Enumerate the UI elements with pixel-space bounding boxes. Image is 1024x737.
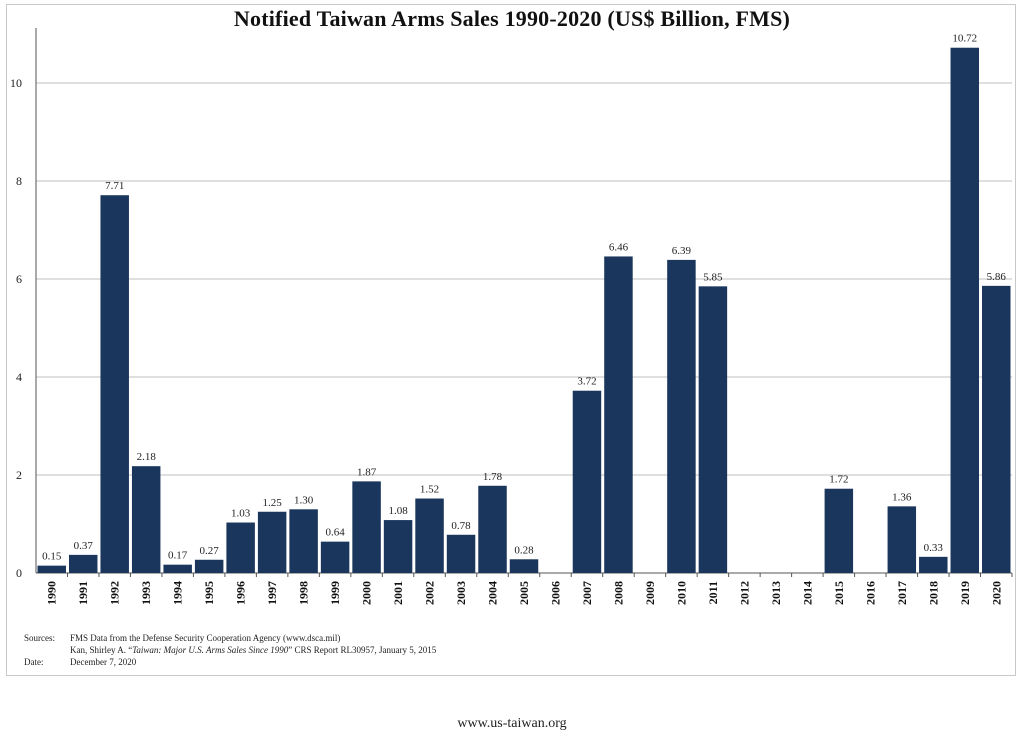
chart-frame: [6, 4, 1016, 676]
x-tick-label: 2001: [391, 581, 405, 605]
data-label: 1.30: [294, 494, 314, 506]
x-tick-label: 2005: [517, 581, 531, 605]
y-tick-label: 6: [16, 272, 22, 286]
date-value: December 7, 2020: [70, 657, 137, 667]
data-label: 1.52: [420, 484, 439, 496]
bar: [257, 511, 287, 573]
data-label: 1.78: [483, 471, 503, 483]
y-tick-label: 10: [10, 76, 22, 90]
bar: [352, 481, 381, 573]
x-tick-label: 1991: [76, 581, 90, 605]
data-label: 0.28: [514, 544, 534, 556]
bar: [824, 488, 854, 573]
y-tick-label: 4: [16, 370, 22, 384]
data-label: 10.72: [952, 33, 977, 45]
x-tick-label: 2010: [674, 581, 688, 605]
bar: [289, 509, 318, 573]
bar: [194, 559, 224, 573]
x-tick-label: 2009: [643, 581, 657, 605]
data-label: 1.87: [357, 466, 377, 478]
x-tick-label: 1995: [202, 581, 216, 605]
footer-url: www.us-taiwan.org: [457, 716, 567, 731]
bar: [919, 556, 948, 573]
bar: [68, 554, 98, 573]
x-tick-label: 1997: [265, 581, 279, 605]
date-label: Date:: [24, 657, 44, 667]
bar: [698, 286, 728, 573]
data-label: 1.25: [263, 497, 283, 509]
bar: [163, 564, 192, 573]
bar: [320, 541, 350, 573]
sources-line-2: Kan, Shirley A. “Taiwan: Major U.S. Arms…: [70, 645, 437, 655]
x-tick-label: 2002: [423, 581, 437, 605]
x-tick-label: 2018: [926, 581, 940, 605]
y-tick-label: 8: [16, 174, 22, 188]
x-tick-label: 1993: [139, 581, 153, 605]
x-tick-label: 1999: [328, 581, 342, 605]
data-label: 0.15: [42, 551, 62, 563]
x-tick-label: 2013: [769, 581, 783, 605]
bar: [478, 485, 507, 573]
x-tick-label: 2004: [486, 581, 500, 605]
data-label: 0.64: [325, 527, 345, 539]
sources-label: Sources:: [24, 633, 55, 643]
data-label: 0.33: [924, 542, 944, 554]
x-tick-label: 2003: [454, 581, 468, 605]
data-label: 1.03: [231, 508, 251, 520]
data-label: 0.27: [200, 545, 220, 557]
bar: [226, 522, 255, 573]
data-label: 5.85: [703, 271, 723, 283]
x-tick-label: 2016: [863, 581, 877, 605]
x-tick-label: 1994: [171, 581, 185, 605]
y-tick-label: 0: [16, 566, 22, 580]
x-tick-label: 1996: [234, 581, 248, 605]
x-tick-label: 2017: [895, 581, 909, 605]
bar: [383, 520, 413, 573]
sources-line-1: FMS Data from the Defense Security Coope…: [70, 633, 341, 643]
data-label: 6.39: [672, 245, 692, 257]
x-tick-label: 1998: [297, 581, 311, 605]
x-tick-label: 2008: [611, 581, 625, 605]
bar: [131, 466, 161, 573]
x-tick-label: 1990: [45, 581, 59, 605]
data-label: 0.78: [451, 520, 471, 532]
y-tick-label: 2: [16, 468, 22, 482]
bar: [950, 47, 980, 574]
x-tick-label: 2012: [737, 581, 751, 605]
bar: [100, 195, 129, 573]
data-label: 1.08: [388, 505, 408, 517]
sources-note: Sources: FMS Data from the Defense Secur…: [24, 632, 436, 668]
data-label: 6.46: [609, 241, 629, 253]
bar: [887, 506, 917, 573]
bar: [415, 498, 444, 573]
x-tick-label: 2006: [548, 581, 562, 605]
bar: [37, 565, 66, 573]
bar: [572, 390, 602, 573]
x-tick-label: 2011: [706, 581, 720, 604]
x-tick-label: 2007: [580, 581, 594, 605]
x-tick-label: 1992: [108, 581, 122, 605]
x-tick-label: 2019: [958, 581, 972, 605]
data-label: 3.72: [577, 376, 596, 388]
data-label: 0.17: [168, 550, 188, 562]
data-label: 1.72: [829, 474, 848, 486]
x-tick-label: 2015: [832, 581, 846, 605]
x-tick-label: 2014: [800, 581, 814, 605]
data-label: 0.37: [74, 540, 94, 552]
bar: [509, 559, 539, 573]
data-label: 7.71: [105, 180, 124, 192]
data-label: 2.18: [137, 451, 157, 463]
bar: [604, 256, 633, 573]
bar: [982, 285, 1011, 573]
data-label: 5.86: [987, 271, 1007, 283]
bar: [446, 534, 476, 573]
chart-title: Notified Taiwan Arms Sales 1990-2020 (US…: [233, 6, 791, 31]
x-tick-label: 2000: [360, 581, 374, 605]
x-tick-label: 2020: [989, 581, 1003, 605]
bar: [667, 259, 696, 573]
data-label: 1.36: [892, 491, 912, 503]
